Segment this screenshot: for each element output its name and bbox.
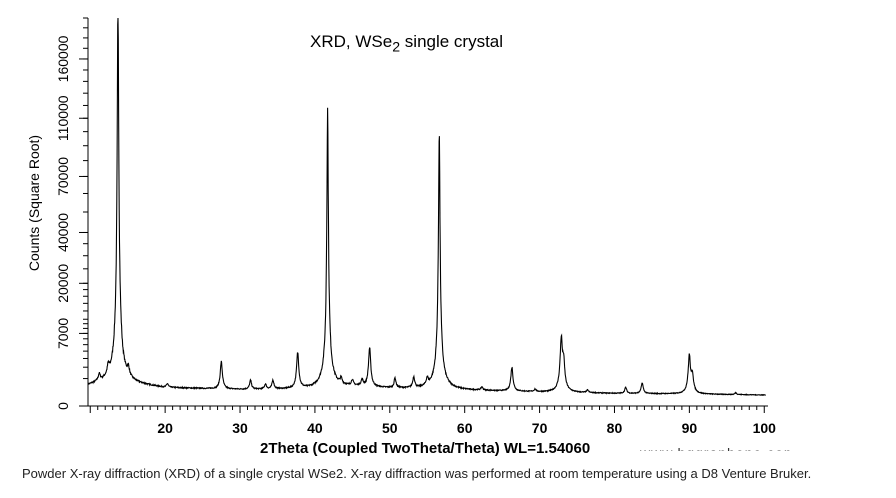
x-tick-label: 90 bbox=[682, 420, 698, 436]
y-tick-label: 7000 bbox=[55, 318, 71, 349]
x-tick-label: 30 bbox=[232, 420, 248, 436]
figure-caption: Powder X-ray diffraction (XRD) of a sing… bbox=[22, 466, 812, 481]
y-tick-label: 110000 bbox=[55, 95, 71, 141]
y-tick-label: 160000 bbox=[55, 35, 71, 82]
x-tick-label: 20 bbox=[157, 420, 173, 436]
y-tick-label: 40000 bbox=[55, 213, 71, 252]
y-tick-label: 70000 bbox=[55, 157, 71, 196]
x-axis-label: 2Theta (Coupled TwoTheta/Theta) WL=1.540… bbox=[260, 440, 591, 457]
y-tick-label: 0 bbox=[55, 402, 71, 410]
x-tick-label: 100 bbox=[753, 420, 777, 436]
x-tick-label: 40 bbox=[307, 420, 323, 436]
x-tick-label: 60 bbox=[457, 420, 473, 436]
x-tick-label: 80 bbox=[607, 420, 623, 436]
x-tick-label: 50 bbox=[382, 420, 398, 436]
y-axis-label: Counts (Square Root) bbox=[26, 134, 42, 272]
y-tick-label: 20000 bbox=[55, 264, 71, 303]
title-subscript: 2 bbox=[392, 39, 401, 56]
chart-title: XRD, WSe2 single crystal bbox=[310, 32, 503, 55]
title-rest: single crystal bbox=[400, 32, 504, 51]
title-main: XRD, WSe bbox=[310, 32, 393, 51]
x-tick-label: 70 bbox=[532, 420, 548, 436]
watermark: www.hqgraphene.com bbox=[640, 445, 790, 451]
xrd-series-line bbox=[87, 17, 767, 397]
